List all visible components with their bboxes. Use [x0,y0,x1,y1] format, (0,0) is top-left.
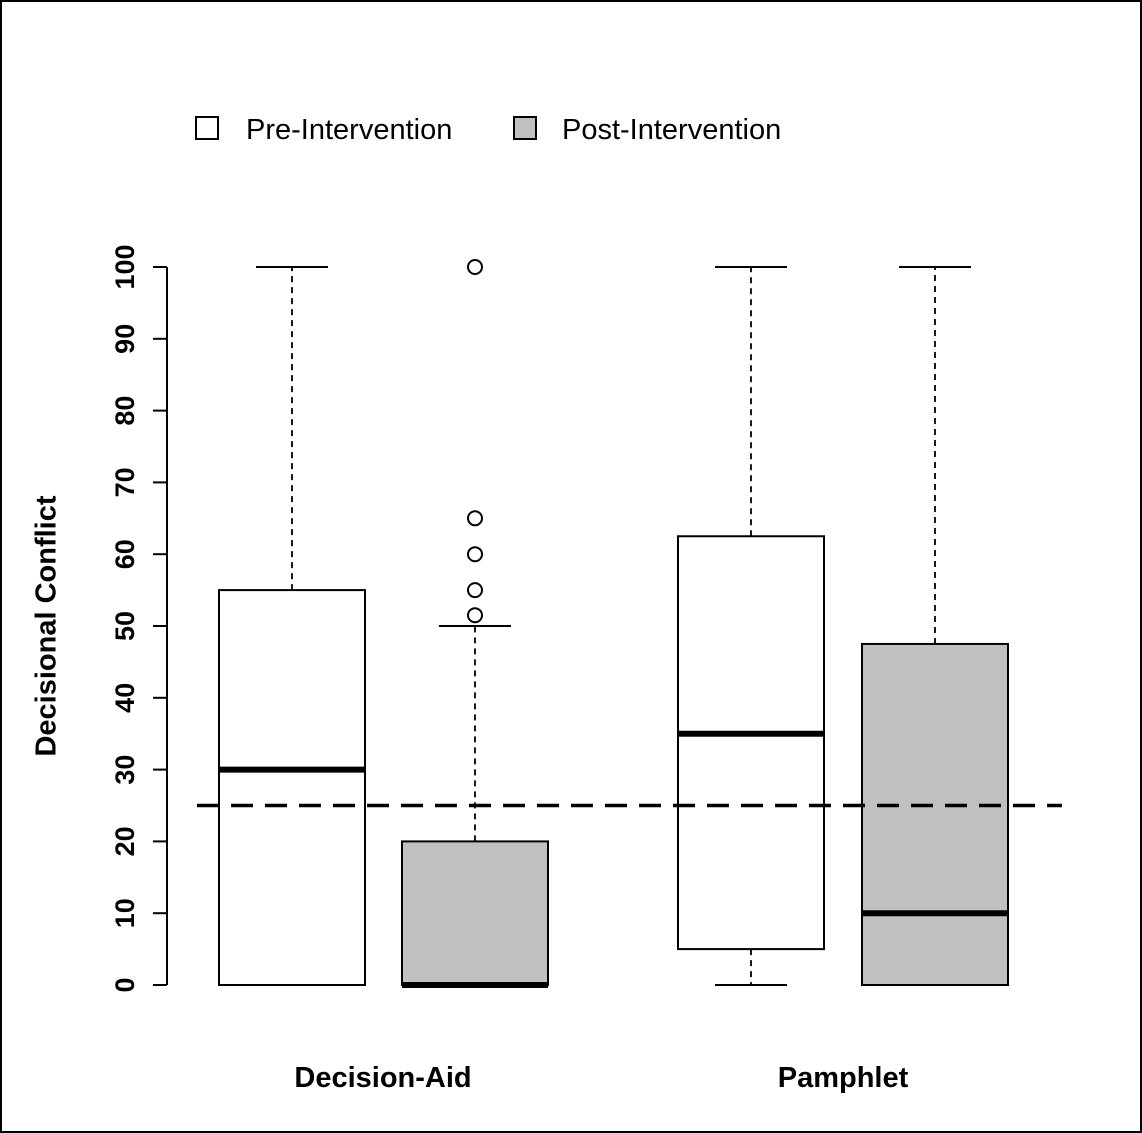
legend-swatch-1 [513,116,537,140]
x-category-label-1: Pamphlet [778,1062,909,1094]
y-tick-label-50: 50 [110,611,140,641]
box-decision-aidpost-intervention [401,259,549,988]
legend-label-1: Post-Intervention [562,114,781,146]
y-tick-label-30: 30 [110,755,140,785]
y-tick-label-40: 40 [110,683,140,713]
box-decision-aidpre-intervention [218,266,366,986]
y-tick-label-60: 60 [110,539,140,569]
outlier-point [467,607,483,624]
y-tick-label-10: 10 [110,898,140,928]
legend-swatch-0 [195,116,219,140]
outlier-point [467,546,483,563]
box-rect [861,642,1009,986]
legend-label-0: Pre-Intervention [246,114,452,146]
outlier-point [467,259,483,275]
x-category-label-0: Decision-Aid [294,1062,471,1094]
box-pamphletpre-intervention [677,266,825,986]
y-tick-label-70: 70 [110,467,140,497]
box-rect [401,840,549,987]
y-tick-label-20: 20 [110,826,140,856]
box-pamphletpost-intervention [861,266,1009,986]
y-axis-title: Decisional Conflict [31,495,63,756]
outlier-point [467,510,483,527]
box-rect [677,535,825,951]
y-tick-label-90: 90 [110,324,140,354]
y-tick-label-0: 0 [110,977,140,992]
y-tick-label-100: 100 [110,244,140,289]
box-rect [218,589,366,986]
outlier-point [467,582,483,599]
y-tick-label-80: 80 [110,396,140,426]
